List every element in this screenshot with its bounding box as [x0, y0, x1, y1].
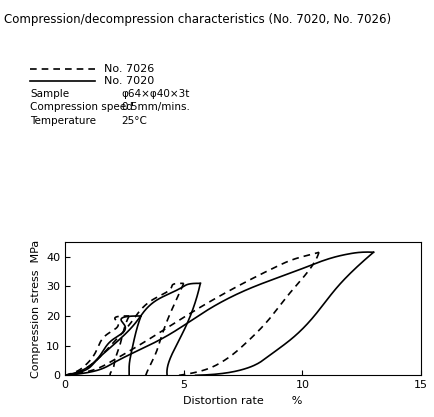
X-axis label: Distortion rate        %: Distortion rate %	[183, 396, 303, 406]
Text: Compression speed: Compression speed	[30, 102, 133, 112]
Text: Sample: Sample	[30, 89, 69, 99]
Text: φ64×φ40×3t: φ64×φ40×3t	[122, 89, 190, 99]
Text: No. 7026: No. 7026	[104, 64, 155, 74]
Text: No. 7020: No. 7020	[104, 76, 155, 86]
Y-axis label: Compression stress  MPa: Compression stress MPa	[30, 239, 40, 378]
Text: Compression/decompression characteristics (No. 7020, No. 7026): Compression/decompression characteristic…	[4, 13, 391, 25]
Text: Temperature: Temperature	[30, 116, 96, 126]
Text: 25°C: 25°C	[122, 116, 148, 126]
Text: 0.5mm/mins.: 0.5mm/mins.	[122, 102, 191, 112]
